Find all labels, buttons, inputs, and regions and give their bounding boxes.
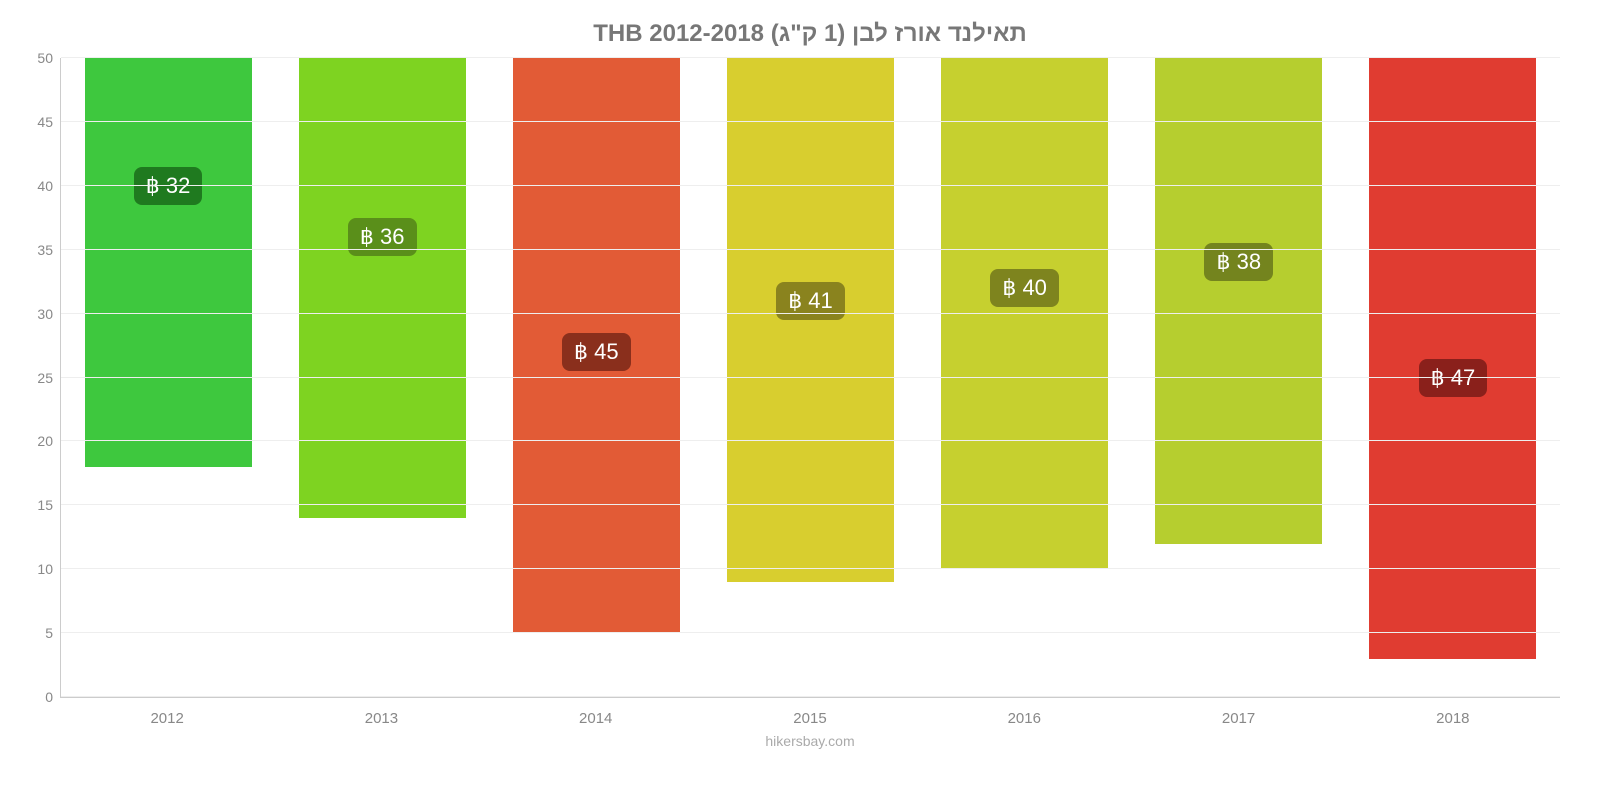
value-badge: ฿ 45 <box>562 333 631 371</box>
bar: ฿ 36 <box>299 58 466 518</box>
x-tick-label: 2014 <box>489 710 703 727</box>
value-badge: ฿ 32 <box>134 167 203 205</box>
y-tick-label: 25 <box>37 370 61 386</box>
x-axis-labels: 2012201320142015201620172018 <box>60 710 1560 727</box>
chart-container: תאילנד אורז לבן (1 ק"ג) THB 2012-2018 ฿ … <box>0 0 1600 800</box>
y-tick-label: 30 <box>37 306 61 322</box>
bar-slot: ฿ 41 <box>703 58 917 697</box>
y-tick-label: 0 <box>45 689 61 705</box>
value-badge: ฿ 40 <box>990 269 1059 307</box>
value-badge: ฿ 36 <box>348 218 417 256</box>
gridline <box>61 249 1560 250</box>
bar-slot: ฿ 45 <box>489 58 703 697</box>
x-tick-label: 2015 <box>703 710 917 727</box>
y-tick-label: 50 <box>37 50 61 66</box>
y-tick-label: 35 <box>37 242 61 258</box>
gridline <box>61 185 1560 186</box>
bar-slot: ฿ 40 <box>918 58 1132 697</box>
value-badge: ฿ 47 <box>1419 359 1488 397</box>
gridline <box>61 440 1560 441</box>
gridline <box>61 504 1560 505</box>
bar-slot: ฿ 36 <box>275 58 489 697</box>
chart-title: תאילנד אורז לבן (1 ק"ג) THB 2012-2018 <box>60 20 1560 48</box>
attribution-text: hikersbay.com <box>60 733 1560 749</box>
gridline <box>61 632 1560 633</box>
plot-area: ฿ 32฿ 36฿ 45฿ 41฿ 40฿ 38฿ 47 05101520253… <box>60 58 1560 698</box>
x-tick-label: 2016 <box>917 710 1131 727</box>
x-tick-label: 2018 <box>1346 710 1560 727</box>
bar-slot: ฿ 38 <box>1132 58 1346 697</box>
bar: ฿ 38 <box>1155 58 1322 544</box>
y-tick-label: 40 <box>37 178 61 194</box>
x-tick-label: 2013 <box>274 710 488 727</box>
bar-slot: ฿ 47 <box>1346 58 1560 697</box>
x-tick-label: 2017 <box>1131 710 1345 727</box>
bar: ฿ 32 <box>85 58 252 467</box>
y-tick-label: 10 <box>37 561 61 577</box>
bar-slot: ฿ 32 <box>61 58 275 697</box>
y-tick-label: 20 <box>37 433 61 449</box>
gridline <box>61 568 1560 569</box>
bars-group: ฿ 32 ฿ 36 ฿ 45 ฿ 41 ฿ 40 ฿ 38 ฿ 47 <box>61 58 1560 697</box>
gridline <box>61 57 1560 58</box>
bar: ฿ 45 <box>513 58 680 633</box>
gridline <box>61 313 1560 314</box>
gridline <box>61 696 1560 697</box>
y-tick-label: 15 <box>37 497 61 513</box>
value-badge: ฿ 41 <box>776 282 845 320</box>
y-tick-label: 45 <box>37 114 61 130</box>
gridline <box>61 121 1560 122</box>
y-tick-label: 5 <box>45 625 61 641</box>
x-tick-label: 2012 <box>60 710 274 727</box>
gridline <box>61 377 1560 378</box>
